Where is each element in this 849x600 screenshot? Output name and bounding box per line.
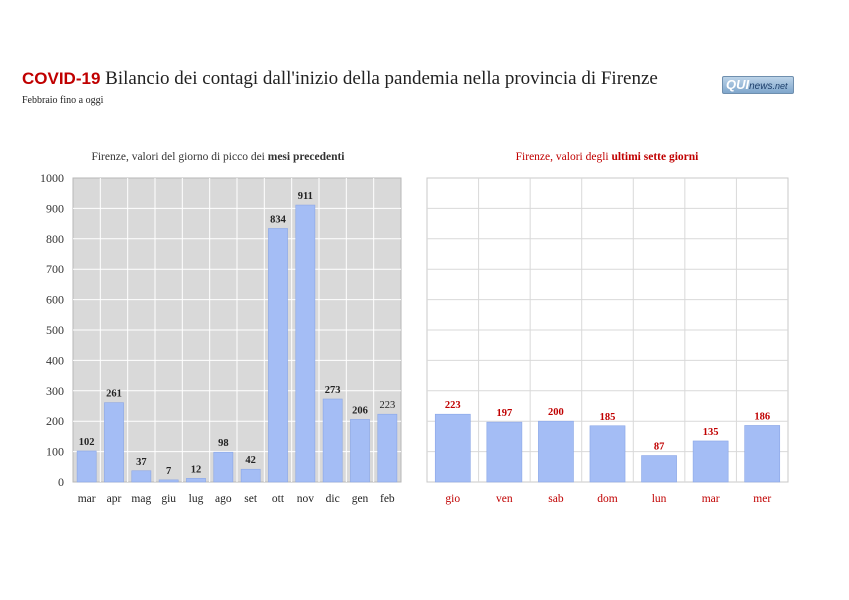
left-bar: [158, 479, 179, 483]
left-y-tick-label: 600: [46, 293, 64, 307]
right-category-label: gio: [445, 493, 460, 505]
left-y-tick-label: 800: [46, 232, 64, 246]
right-bar: [641, 455, 677, 483]
left-y-tick-label: 400: [46, 353, 64, 367]
title-tag: COVID-19: [22, 69, 101, 88]
left-value-label: 223: [379, 400, 395, 411]
left-value-label: 42: [245, 455, 256, 466]
left-category-label: nov: [297, 493, 315, 505]
right-bar: [486, 421, 523, 483]
right-chart-title: Firenze, valori degli ultimi sette giorn…: [516, 151, 699, 163]
left-bar: [295, 204, 316, 483]
logo-part-2: news: [749, 81, 773, 92]
left-category-label: gen: [352, 493, 369, 505]
left-value-label: 261: [106, 389, 122, 400]
left-y-tick-label: 700: [46, 262, 64, 276]
right-bar: [589, 425, 626, 483]
page-title: COVID-19 Bilancio dei contagi dall'inizi…: [22, 68, 658, 90]
left-y-tick-label: 900: [46, 201, 64, 215]
logo-part-1: QUI: [726, 77, 750, 92]
left-bar: [186, 478, 206, 483]
right-value-label: 186: [754, 411, 770, 422]
left-bar: [268, 228, 288, 483]
right-value-label: 87: [654, 442, 665, 453]
left-bar: [131, 470, 152, 483]
right-value-label: 200: [548, 407, 564, 418]
left-bar: [240, 468, 261, 483]
left-category-label: giu: [161, 493, 176, 505]
chart-last-seven-days: Firenze, valori degli ultimi sette giorn…: [426, 151, 789, 505]
left-value-label: 834: [270, 214, 287, 225]
left-y-tick-label: 0: [58, 475, 64, 489]
left-category-label: dic: [326, 493, 340, 505]
left-value-label: 273: [325, 385, 341, 396]
page-subtitle: Febbraio fino a oggi: [22, 95, 104, 106]
left-value-label: 7: [166, 466, 171, 477]
left-value-label: 37: [136, 457, 147, 468]
logo-part-3: .net: [772, 81, 788, 91]
left-chart-title-prefix: Firenze, valori del giorno di picco dei: [91, 151, 267, 163]
left-category-label: apr: [107, 493, 122, 505]
left-y-tick-label: 100: [46, 445, 64, 459]
right-bar: [744, 425, 781, 483]
right-bar: [434, 413, 471, 483]
right-value-label: 197: [496, 408, 512, 419]
right-category-label: mer: [753, 493, 771, 505]
right-value-label: 135: [703, 427, 719, 438]
right-value-label: 185: [600, 412, 616, 423]
left-bar: [104, 402, 124, 483]
left-chart-title: Firenze, valori del giorno di picco dei …: [91, 151, 345, 163]
title-text: Bilancio dei contagi dall'inizio della p…: [100, 68, 658, 89]
left-bar: [322, 398, 343, 483]
right-chart-title-prefix: Firenze, valori degli: [516, 151, 612, 163]
left-y-tick-label: 1000: [40, 171, 64, 185]
left-category-label: mar: [78, 493, 96, 505]
left-value-label: 102: [79, 437, 95, 448]
right-bar: [692, 440, 729, 483]
left-value-label: 12: [191, 464, 202, 475]
left-value-label: 98: [218, 438, 229, 449]
left-bar: [213, 451, 234, 483]
left-bar: [76, 450, 97, 483]
left-bar: [350, 419, 370, 483]
left-category-label: feb: [380, 493, 395, 505]
right-category-label: dom: [597, 493, 618, 505]
left-category-label: lug: [189, 493, 204, 505]
left-bar: [377, 413, 398, 483]
qui-news-logo: QUInews.net: [722, 76, 794, 94]
left-category-label: ago: [215, 493, 232, 505]
right-category-label: mar: [702, 493, 720, 505]
left-category-label: set: [244, 493, 258, 505]
right-value-label: 223: [445, 400, 461, 411]
left-category-label: ott: [272, 493, 285, 505]
left-y-tick-label: 200: [46, 414, 64, 428]
left-value-label: 911: [298, 191, 313, 202]
left-chart-title-emph: mesi precedenti: [268, 151, 346, 163]
right-chart-title-emph: ultimi sette giorni: [611, 151, 699, 163]
right-bar: [538, 420, 574, 483]
left-y-tick-label: 300: [46, 384, 64, 398]
left-value-label: 206: [352, 405, 368, 416]
right-category-label: lun: [652, 493, 667, 505]
left-category-label: mag: [131, 493, 151, 505]
right-category-label: ven: [496, 493, 513, 505]
right-category-label: sab: [548, 493, 564, 505]
chart-previous-months: Firenze, valori del giorno di picco dei …: [40, 151, 402, 505]
left-y-tick-label: 500: [46, 323, 64, 337]
